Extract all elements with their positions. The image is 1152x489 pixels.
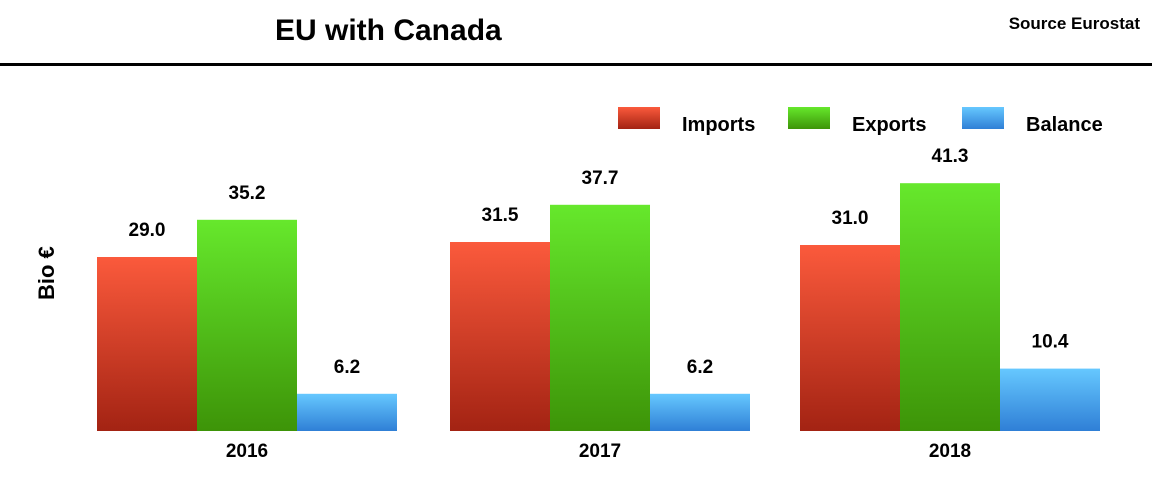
category-labels: 2016 2017 2018 [226, 441, 971, 462]
data-label-exports-2016: 35.2 [229, 183, 266, 204]
source-label: Source Eurostat [1008, 14, 1140, 33]
category-label-2016: 2016 [226, 441, 268, 462]
chart-title: EU with Canada [275, 14, 502, 47]
header-divider [0, 63, 1152, 66]
data-label-exports-2018: 41.3 [932, 146, 969, 167]
category-label-2018: 2018 [929, 441, 971, 462]
legend-swatch-exports [788, 107, 830, 129]
data-label-imports-2016: 29.0 [129, 220, 166, 241]
bar-exports-2018 [900, 183, 1000, 431]
data-label-exports-2017: 37.7 [582, 168, 619, 189]
data-label-imports-2018: 31.0 [832, 208, 869, 229]
data-label-balance-2017: 6.2 [687, 357, 713, 378]
legend-label-exports: Exports [852, 114, 926, 136]
legend-swatch-balance [962, 107, 1004, 129]
legend: Imports Exports Balance [618, 107, 1103, 136]
bar-imports-2016 [97, 257, 197, 431]
data-label-balance-2018: 10.4 [1032, 332, 1069, 353]
data-label-balance-2016: 6.2 [334, 357, 360, 378]
bar-exports-2017 [550, 204, 650, 431]
data-labels: 29.0 35.2 6.2 31.5 37.7 6.2 31.0 41.3 10.4 [129, 146, 1069, 378]
bars [97, 183, 1100, 431]
legend-swatch-imports [618, 107, 660, 129]
bar-balance-2017 [650, 393, 750, 431]
bar-balance-2018 [1000, 368, 1100, 431]
legend-label-balance: Balance [1026, 114, 1103, 136]
bar-imports-2018 [800, 245, 900, 431]
data-label-imports-2017: 31.5 [482, 205, 519, 226]
category-label-2017: 2017 [579, 441, 621, 462]
bar-imports-2017 [450, 242, 550, 431]
bar-exports-2016 [197, 219, 297, 431]
legend-label-imports: Imports [682, 114, 755, 136]
bar-balance-2016 [297, 393, 397, 431]
